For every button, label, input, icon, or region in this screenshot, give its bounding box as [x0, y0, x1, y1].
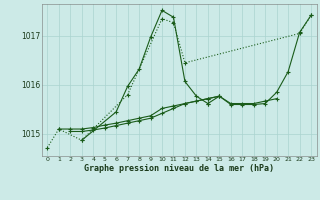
- X-axis label: Graphe pression niveau de la mer (hPa): Graphe pression niveau de la mer (hPa): [84, 164, 274, 173]
